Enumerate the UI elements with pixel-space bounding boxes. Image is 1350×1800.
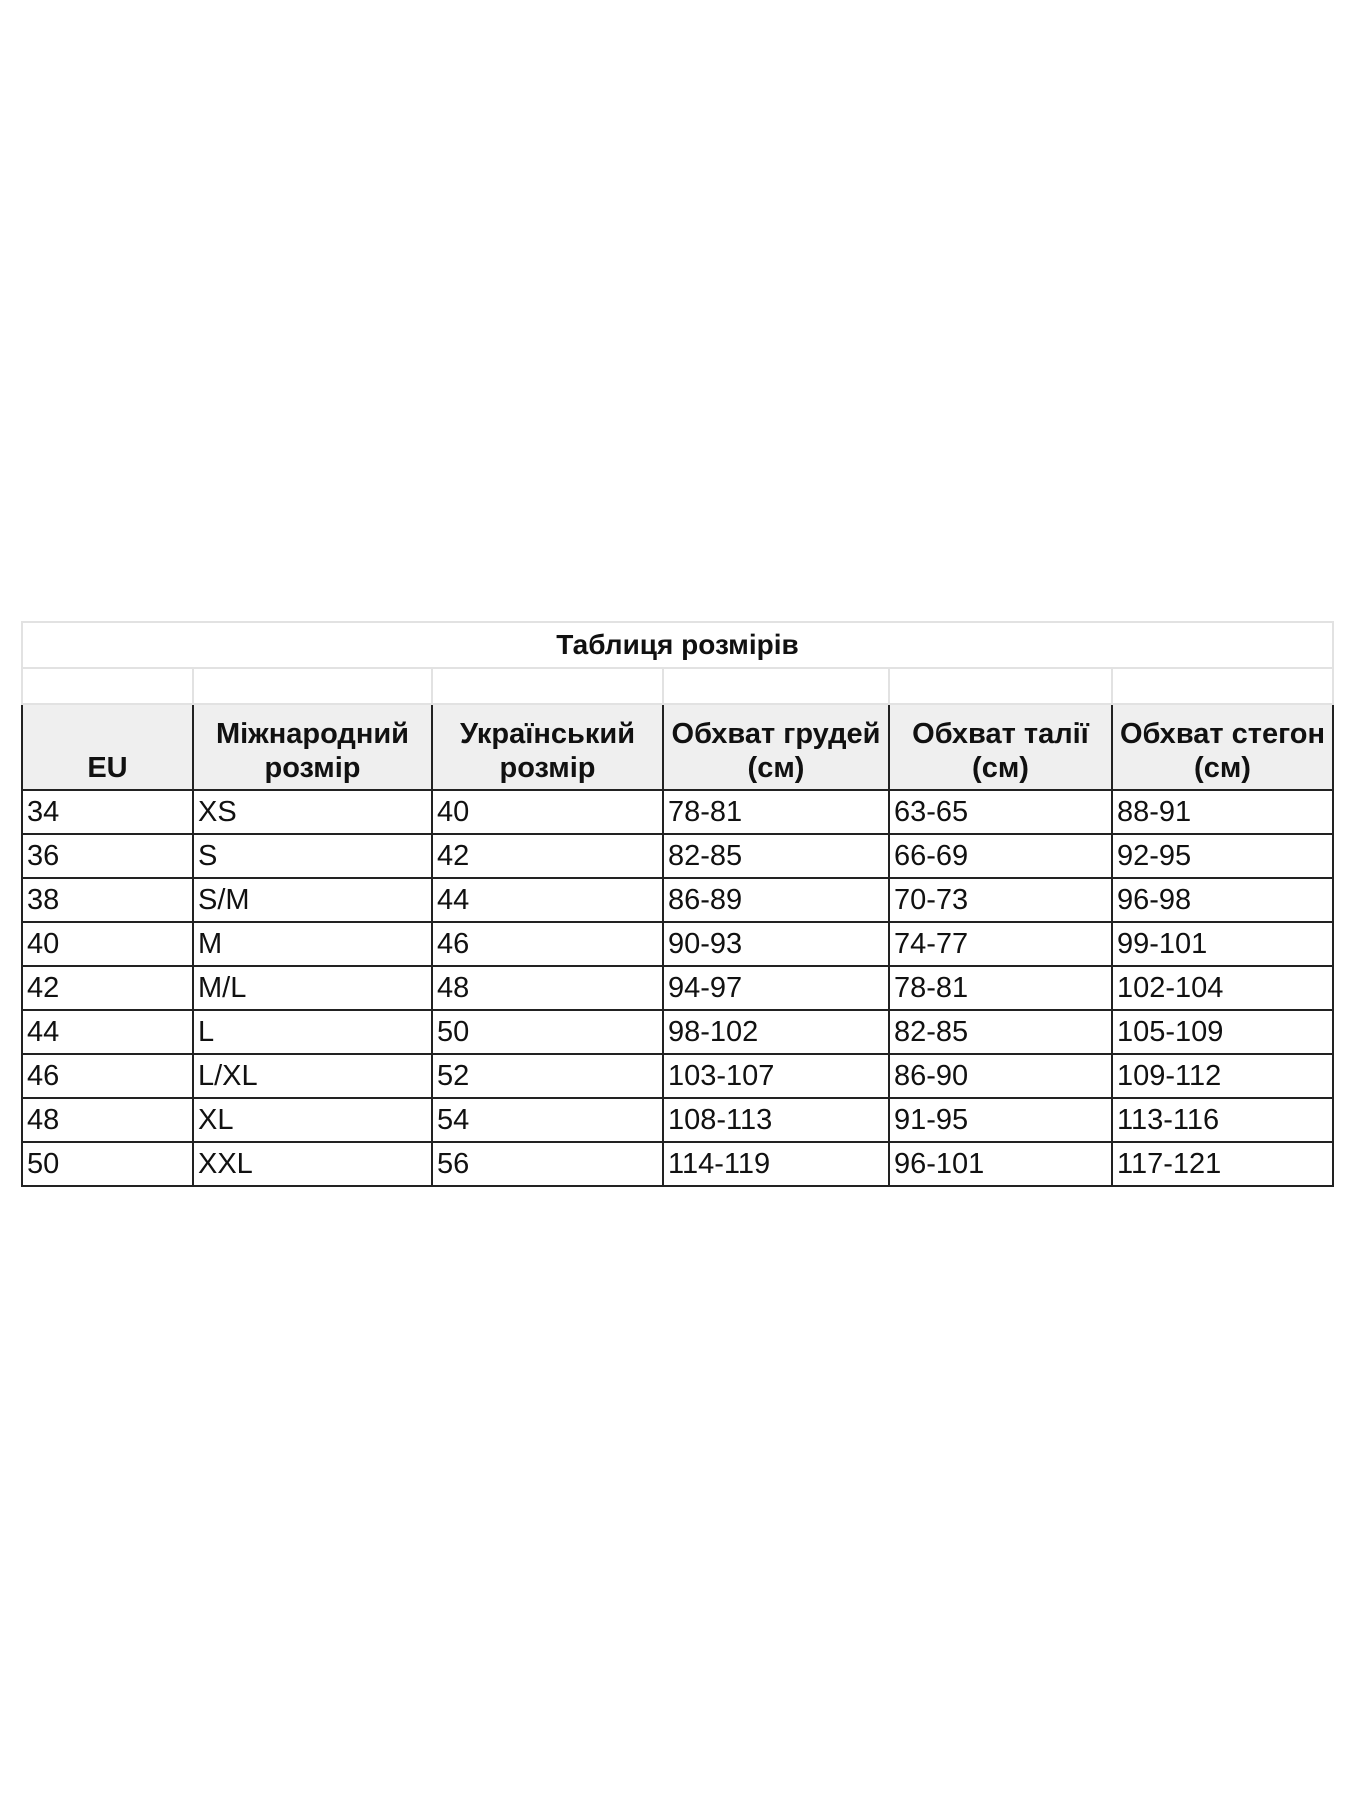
table-cell: 52 [431, 1053, 664, 1099]
table-cell: 78-81 [662, 789, 890, 835]
table-cell: XS [192, 789, 433, 835]
size-chart-table: Таблиця розмірів EU Міжнародний розмір Укр… [21, 621, 1334, 1187]
column-header: EU [21, 703, 194, 791]
table-cell: 90-93 [662, 921, 890, 967]
table-cell: S/M [192, 877, 433, 923]
table-cell: 105-109 [1111, 1009, 1334, 1055]
table-cell: 109-112 [1111, 1053, 1334, 1099]
title-row: Таблиця розмірів [21, 621, 1334, 669]
table-cell: 82-85 [888, 1009, 1113, 1055]
column-header: Обхват стегон (см) [1111, 703, 1334, 791]
table-cell: 36 [21, 833, 194, 879]
blank-cell [21, 667, 194, 705]
blank-cell [662, 667, 890, 705]
blank-cell [1111, 667, 1334, 705]
table-cell: 63-65 [888, 789, 1113, 835]
table-cell: 88-91 [1111, 789, 1334, 835]
table-cell: 99-101 [1111, 921, 1334, 967]
table-cell: S [192, 833, 433, 879]
table-cell: 70-73 [888, 877, 1113, 923]
table-cell: L [192, 1009, 433, 1055]
table-cell: 108-113 [662, 1097, 890, 1143]
table-cell: 42 [431, 833, 664, 879]
table-cell: 46 [431, 921, 664, 967]
column-header: Обхват грудей (см) [662, 703, 890, 791]
table-cell: 102-104 [1111, 965, 1334, 1011]
table-row: 40 M 46 90-93 74-77 99-101 [21, 921, 1334, 967]
table-cell: 42 [21, 965, 194, 1011]
blank-cell [431, 667, 664, 705]
table-row: 34 XS 40 78-81 63-65 88-91 [21, 789, 1334, 835]
table-cell: 96-101 [888, 1141, 1113, 1187]
table-cell: XXL [192, 1141, 433, 1187]
column-header: Обхват талії (см) [888, 703, 1113, 791]
table-cell: 86-89 [662, 877, 890, 923]
column-header: Український розмір [431, 703, 664, 791]
table-row: 36 S 42 82-85 66-69 92-95 [21, 833, 1334, 879]
table-cell: XL [192, 1097, 433, 1143]
table-row: 48 XL 54 108-113 91-95 113-116 [21, 1097, 1334, 1143]
table-row: 38 S/M 44 86-89 70-73 96-98 [21, 877, 1334, 923]
table-cell: 114-119 [662, 1141, 890, 1187]
table-cell: 74-77 [888, 921, 1113, 967]
table-cell: 54 [431, 1097, 664, 1143]
table-cell: 96-98 [1111, 877, 1334, 923]
table-title: Таблиця розмірів [21, 621, 1334, 669]
table-cell: L/XL [192, 1053, 433, 1099]
table-cell: 82-85 [662, 833, 890, 879]
table-cell: 44 [431, 877, 664, 923]
table-row: 46 L/XL 52 103-107 86-90 109-112 [21, 1053, 1334, 1099]
table-cell: 48 [21, 1097, 194, 1143]
table-cell: 48 [431, 965, 664, 1011]
table-cell: M [192, 921, 433, 967]
blank-row [21, 667, 1334, 705]
table-cell: 46 [21, 1053, 194, 1099]
table-cell: 103-107 [662, 1053, 890, 1099]
table-row: 44 L 50 98-102 82-85 105-109 [21, 1009, 1334, 1055]
column-header: Міжнародний розмір [192, 703, 433, 791]
table-cell: 91-95 [888, 1097, 1113, 1143]
table-cell: 50 [21, 1141, 194, 1187]
table-cell: 98-102 [662, 1009, 890, 1055]
table-cell: 78-81 [888, 965, 1113, 1011]
table-cell: 44 [21, 1009, 194, 1055]
table-row: 42 M/L 48 94-97 78-81 102-104 [21, 965, 1334, 1011]
table-cell: 38 [21, 877, 194, 923]
table-cell: 113-116 [1111, 1097, 1334, 1143]
table-cell: 50 [431, 1009, 664, 1055]
blank-cell [888, 667, 1113, 705]
header-row: EU Міжнародний розмір Український розмір Об… [21, 703, 1334, 791]
table-cell: 56 [431, 1141, 664, 1187]
table-row: 50 XXL 56 114-119 96-101 117-121 [21, 1141, 1334, 1187]
table-cell: 40 [21, 921, 194, 967]
table-cell: 86-90 [888, 1053, 1113, 1099]
table-cell: M/L [192, 965, 433, 1011]
table-cell: 117-121 [1111, 1141, 1334, 1187]
table-cell: 34 [21, 789, 194, 835]
table-cell: 94-97 [662, 965, 890, 1011]
blank-cell [192, 667, 433, 705]
table-cell: 92-95 [1111, 833, 1334, 879]
table-cell: 40 [431, 789, 664, 835]
table-cell: 66-69 [888, 833, 1113, 879]
